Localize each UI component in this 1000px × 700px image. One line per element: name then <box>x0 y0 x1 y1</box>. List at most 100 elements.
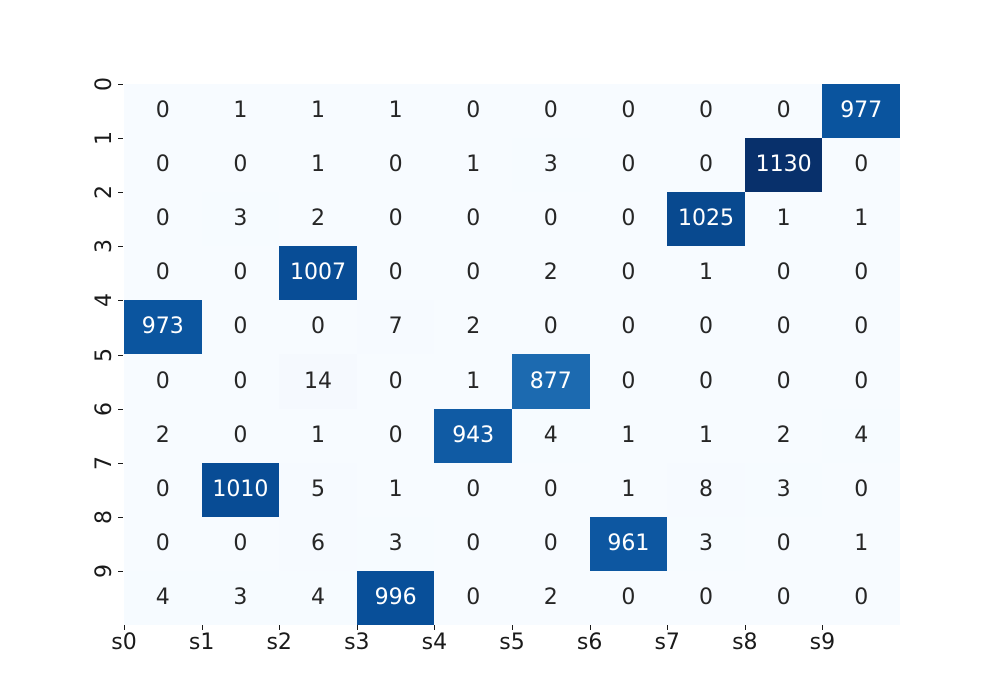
cell-value: 0 <box>388 206 403 232</box>
cell-value: 1010 <box>212 476 269 502</box>
heatmap-cell: 3 <box>201 570 280 625</box>
heatmap-cell: 1 <box>434 354 512 409</box>
x-tick-label: s6 <box>576 630 603 655</box>
heatmap-cell: 0 <box>356 408 435 463</box>
cell-value: 1 <box>388 476 403 502</box>
cell-value: 3 <box>388 530 403 556</box>
heatmap-cell: 1 <box>822 192 900 247</box>
x-tick-mark <box>512 625 513 630</box>
x-tick-mark <box>124 625 125 630</box>
cell-value: 0 <box>466 260 481 286</box>
heatmap-cell: 2 <box>124 408 202 463</box>
heatmap-grid: 0 1 1 1 0 0 0 0 0 977 0 0 1 0 1 3 0 0 1130 0 0 3 2 0 0 0 0 1025 1 1 0 0… <box>124 84 900 625</box>
cell-value: 14 <box>303 368 332 394</box>
cell-value: 0 <box>466 476 481 502</box>
cell-value: 1130 <box>755 152 812 178</box>
cell-value: 0 <box>155 98 170 124</box>
cell-value: 1 <box>854 530 869 556</box>
heatmap-cell: 14 <box>279 354 357 409</box>
heatmap-cell: 1 <box>434 138 512 193</box>
heatmap-cell: 0 <box>356 192 435 247</box>
heatmap-cell: 1007 <box>279 246 357 301</box>
cell-value: 877 <box>529 368 572 394</box>
cell-value: 0 <box>466 530 481 556</box>
cell-value: 0 <box>388 152 403 178</box>
heatmap-cell: 0 <box>511 462 590 517</box>
cell-value: 0 <box>698 368 713 394</box>
heatmap-cell: 1010 <box>201 462 280 517</box>
heatmap-cell: 0 <box>744 516 823 571</box>
cell-value: 0 <box>621 368 636 394</box>
cell-value: 0 <box>543 98 558 124</box>
y-tick-label: 2 <box>91 185 117 200</box>
cell-value: 0 <box>776 584 791 610</box>
cell-value: 0 <box>621 584 636 610</box>
heatmap-cell: 2 <box>744 408 823 463</box>
cell-value: 0 <box>698 98 713 124</box>
x-tick-label: s8 <box>732 630 758 655</box>
heatmap-cell: 1 <box>589 408 668 463</box>
cell-value: 0 <box>776 98 791 124</box>
heatmap-cell: 3 <box>511 138 590 193</box>
heatmap-cell: 1 <box>822 516 900 571</box>
heatmap-cell: 0 <box>124 84 202 139</box>
cell-value: 4 <box>543 422 558 448</box>
heatmap-cell: 1 <box>667 246 745 301</box>
y-tick-mark <box>118 300 123 302</box>
cell-value: 0 <box>155 260 170 286</box>
y-tick-mark <box>118 246 123 248</box>
heatmap-cell: 0 <box>201 408 280 463</box>
cell-value: 996 <box>374 584 417 610</box>
cell-value: 977 <box>840 98 883 124</box>
cell-value: 0 <box>621 314 636 340</box>
cell-value: 0 <box>621 206 636 232</box>
cell-value: 0 <box>543 476 558 502</box>
heatmap-cell: 0 <box>589 84 668 139</box>
heatmap-cell: 0 <box>124 516 202 571</box>
x-tick-mark <box>822 625 824 630</box>
y-tick-label: 5 <box>91 347 117 362</box>
cell-value: 2 <box>310 206 325 232</box>
heatmap-cell: 1 <box>201 84 280 139</box>
cell-value: 961 <box>607 530 650 556</box>
heatmap-cell: 961 <box>589 516 668 571</box>
heatmap-cell: 5 <box>279 462 357 517</box>
heatmap-cell: 0 <box>667 84 745 139</box>
x-tick-label: s2 <box>266 630 292 655</box>
cell-value: 0 <box>776 314 791 340</box>
cell-value: 4 <box>155 584 170 610</box>
cell-value: 0 <box>621 98 636 124</box>
heatmap-cell: 0 <box>434 570 512 625</box>
cell-value: 1 <box>233 98 248 124</box>
cell-value: 0 <box>155 152 170 178</box>
cell-value: 1 <box>621 422 636 448</box>
heatmap-cell: 0 <box>744 570 823 625</box>
heatmap-cell: 6 <box>279 516 357 571</box>
cell-value: 1 <box>621 476 636 502</box>
y-tick-label: 3 <box>91 239 117 254</box>
x-tick-label: s9 <box>809 630 836 655</box>
cell-value: 0 <box>543 314 558 340</box>
cell-value: 1 <box>854 206 869 232</box>
y-tick-label: 0 <box>91 77 117 91</box>
y-tick-mark <box>118 192 123 194</box>
heatmap-cell: 977 <box>822 84 900 139</box>
x-tick-mark <box>589 625 591 630</box>
cell-value: 0 <box>698 314 713 340</box>
x-tick-label: s3 <box>344 630 370 655</box>
cell-value: 1 <box>776 206 791 232</box>
cell-value: 4 <box>854 422 869 448</box>
heatmap-cell: 0 <box>434 462 512 517</box>
heatmap-cell: 0 <box>124 138 202 193</box>
cell-value: 0 <box>155 368 170 394</box>
heatmap-cell: 0 <box>667 354 745 409</box>
heatmap-cell: 0 <box>124 354 202 409</box>
heatmap-cell: 4 <box>822 408 900 463</box>
heatmap-cell: 1 <box>744 192 823 247</box>
cell-value: 7 <box>388 314 403 340</box>
heatmap-cell: 1 <box>356 84 435 139</box>
cell-value: 2 <box>155 422 170 448</box>
x-tick-label: s0 <box>111 630 137 655</box>
y-tick-label: 4 <box>91 293 117 308</box>
cell-value: 0 <box>698 152 713 178</box>
